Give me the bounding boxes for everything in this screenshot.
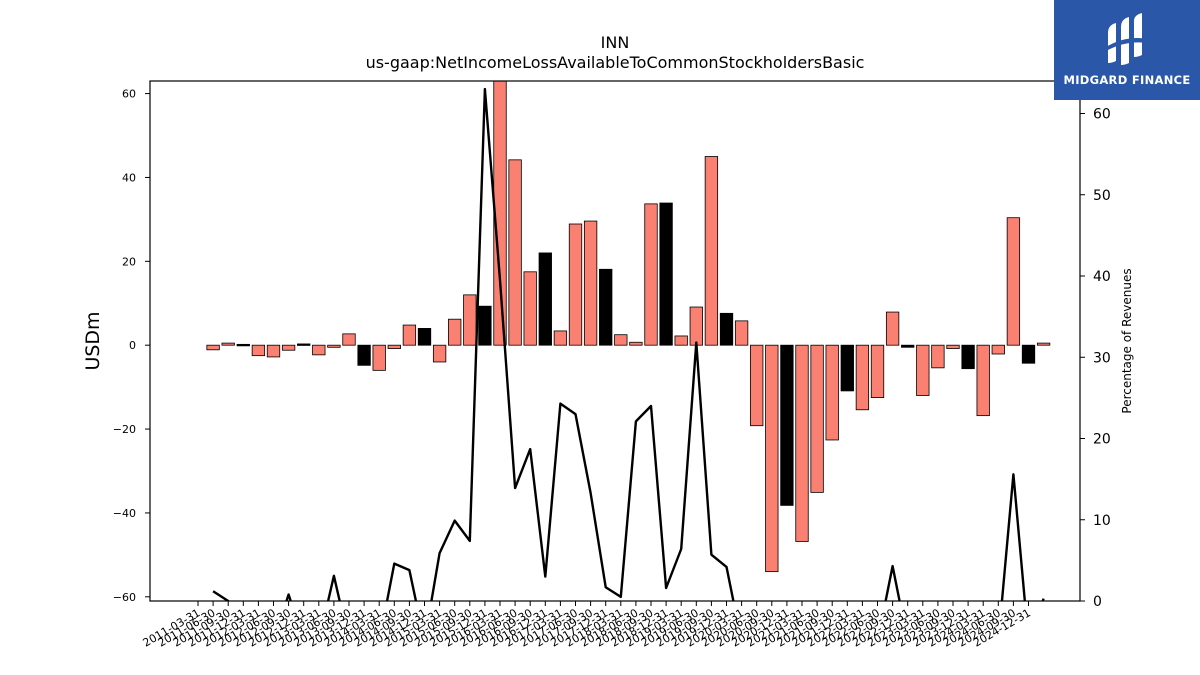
bar-2015-03-31 <box>432 344 447 363</box>
bar-2015-06-30 <box>448 318 462 346</box>
bar-2017-03-31 <box>553 330 568 346</box>
y-axis-right: 0 10 20 30 40 50 60 <box>1080 107 1111 610</box>
bar-2019-09-30 <box>704 156 719 346</box>
bar-series <box>206 81 1051 573</box>
y2-tick-label: 0 <box>1093 594 1102 610</box>
bar-2020-06-30 <box>750 344 764 427</box>
line-series <box>212 87 1045 601</box>
bar-2013-12-31 <box>357 344 371 366</box>
y-tick-label: 60 <box>122 88 136 101</box>
bar-2018-03-31 <box>614 334 628 346</box>
x-axis: 2011-03-312011-06-302011-09-302011-12-31… <box>141 601 1033 650</box>
bar-2011-06-30 <box>206 344 220 351</box>
bar-2024-09-30 <box>1006 217 1021 346</box>
bar-2022-06-30 <box>870 344 885 399</box>
bar-2017-09-30 <box>583 220 598 346</box>
y-axis-left: −60 −40 −20 0 20 40 60 <box>113 88 150 604</box>
bar-2022-12-31 <box>901 344 915 348</box>
bar-2018-09-30 <box>644 203 658 346</box>
bar-2020-03-31 <box>734 320 749 346</box>
bar-2014-12-31 <box>417 328 432 346</box>
bar-2012-09-30 <box>281 344 296 351</box>
bar-undefined <box>1036 342 1051 346</box>
bar-2021-03-31 <box>795 344 809 542</box>
bar-2011-09-30 <box>221 342 235 346</box>
bar-2023-12-31 <box>961 344 975 370</box>
y2-tick-label: 30 <box>1093 350 1111 366</box>
bar-2021-12-31 <box>840 344 854 392</box>
bar-2017-12-31 <box>599 268 613 346</box>
bar-2024-12-31 <box>1021 344 1036 364</box>
bar-2016-06-30 <box>508 159 522 346</box>
bar-2018-06-30 <box>629 341 643 346</box>
bar-2021-09-30 <box>825 344 839 441</box>
y-tick-label: −20 <box>113 423 136 436</box>
y2-tick-label: 60 <box>1093 107 1111 123</box>
y2-tick-label: 50 <box>1093 188 1111 204</box>
bar-2015-12-31 <box>478 305 492 346</box>
logo-text: MIDGARD FINANCE <box>1063 73 1191 87</box>
y2-axis-label: Percentage of Revenues <box>1120 268 1134 413</box>
bar-2012-06-30 <box>266 344 281 358</box>
bar-2020-12-31 <box>780 344 794 506</box>
bar-2021-06-30 <box>810 344 824 493</box>
bar-2014-06-30 <box>387 344 401 349</box>
bar-2013-03-31 <box>312 344 326 356</box>
y2-tick-label: 10 <box>1093 513 1111 529</box>
bar-2020-09-30 <box>765 344 779 573</box>
bar-2016-09-30 <box>523 271 537 346</box>
bar-2023-06-30 <box>931 344 945 369</box>
bar-2024-06-30 <box>991 344 1005 355</box>
y-tick-label: 40 <box>122 171 136 184</box>
bar-2022-03-31 <box>855 344 870 411</box>
y-tick-label: −60 <box>113 591 136 604</box>
y-tick-label: 0 <box>129 339 136 352</box>
y-tick-label: −40 <box>113 507 136 520</box>
bar-2019-03-31 <box>674 335 688 346</box>
bar-2013-06-30 <box>327 344 341 348</box>
bar-2012-03-31 <box>251 344 266 357</box>
bar-2023-09-30 <box>946 344 960 349</box>
chart-title: INN <box>601 33 630 52</box>
bar-2014-03-31 <box>372 344 386 371</box>
bar-2023-03-31 <box>916 344 930 396</box>
bar-2011-12-31 <box>236 343 250 347</box>
bar-2019-12-31 <box>719 312 734 346</box>
line-series-group <box>212 87 1045 601</box>
bar-2016-12-31 <box>538 252 552 346</box>
bar-2019-06-30 <box>689 306 703 346</box>
y2-tick-label: 20 <box>1093 432 1111 448</box>
bar-2014-09-30 <box>402 324 417 346</box>
y-tick-label: 20 <box>122 255 136 268</box>
bar-2017-06-30 <box>568 223 583 346</box>
bar-2022-09-30 <box>885 311 900 346</box>
midgard-logo-icon <box>1106 13 1148 65</box>
plot-frame <box>149 80 1081 602</box>
bar-2015-09-30 <box>463 294 477 346</box>
bar-2012-12-31 <box>297 343 311 346</box>
chart-subtitle: us-gaap:NetIncomeLossAvailableToCommonSt… <box>366 53 865 72</box>
bar-2024-03-31 <box>976 344 990 417</box>
bar-2018-12-31 <box>659 202 673 346</box>
y-axis-label: USDm <box>82 311 104 370</box>
midgard-finance-logo: MIDGARD FINANCE <box>1054 0 1200 100</box>
bar-2013-09-30 <box>342 333 356 346</box>
y2-tick-label: 40 <box>1093 269 1111 285</box>
